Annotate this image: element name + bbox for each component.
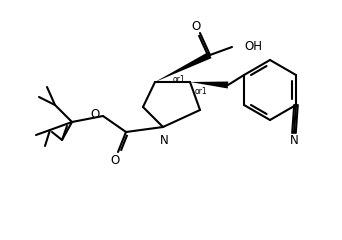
- Text: or1: or1: [195, 88, 208, 96]
- Text: OH: OH: [244, 41, 262, 54]
- Text: O: O: [192, 19, 201, 32]
- Text: N: N: [290, 134, 298, 148]
- Text: or1: or1: [173, 76, 186, 84]
- Text: N: N: [160, 134, 168, 147]
- Polygon shape: [190, 82, 228, 89]
- Polygon shape: [155, 52, 212, 82]
- Text: O: O: [90, 108, 100, 120]
- Text: O: O: [110, 154, 120, 167]
